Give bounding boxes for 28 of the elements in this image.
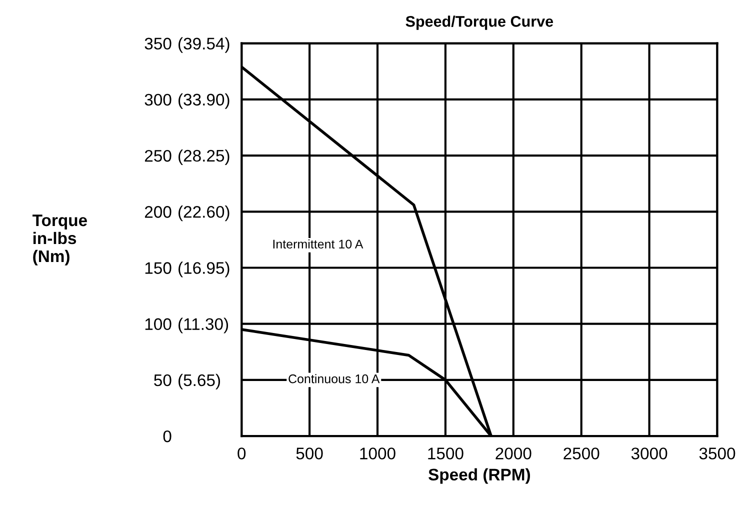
x-tick-label: 2500 bbox=[564, 448, 600, 460]
y-tick-label: 150 bbox=[145, 262, 172, 274]
annotation: Intermittent 10 A bbox=[273, 239, 364, 249]
y-tick-label: 350 bbox=[144, 38, 172, 50]
y-tick-label: 0 bbox=[163, 430, 172, 442]
x-tick-label: 500 bbox=[296, 448, 323, 460]
x-tick-label: 3000 bbox=[631, 448, 668, 460]
x-tick-label: 3500 bbox=[699, 448, 736, 460]
x-tick-label: 1500 bbox=[428, 448, 464, 460]
y2-tick-label: (22.60) bbox=[178, 206, 230, 222]
annotation: Continuous 10 A bbox=[288, 374, 380, 384]
y-tick-label: 100 bbox=[145, 318, 172, 330]
y2-tick-label: (33.90) bbox=[178, 93, 230, 109]
y2-tick-label: (39.54) bbox=[178, 37, 230, 53]
chart-title: Speed/Torque Curve bbox=[406, 16, 554, 30]
y-tick-label: 300 bbox=[144, 94, 172, 106]
y2-tick-label: (16.95) bbox=[178, 262, 230, 278]
y-tick-label: 200 bbox=[144, 206, 172, 218]
y-tick-label: 250 bbox=[144, 150, 172, 162]
y-tick-label: 50 bbox=[154, 374, 172, 386]
x-tick-label: 1000 bbox=[360, 448, 396, 460]
y-axis-title: Torque in-lbs (Nm) bbox=[32, 214, 87, 266]
y2-tick-label: (11.30) bbox=[178, 318, 228, 334]
y2-tick-label: (5.65) bbox=[178, 374, 220, 390]
y2-tick-label: (28.25) bbox=[178, 149, 230, 165]
x-tick-label: 0 bbox=[238, 448, 246, 460]
x-tick-label: 2000 bbox=[496, 448, 532, 460]
x-axis-title: Speed (RPM) bbox=[428, 468, 530, 484]
